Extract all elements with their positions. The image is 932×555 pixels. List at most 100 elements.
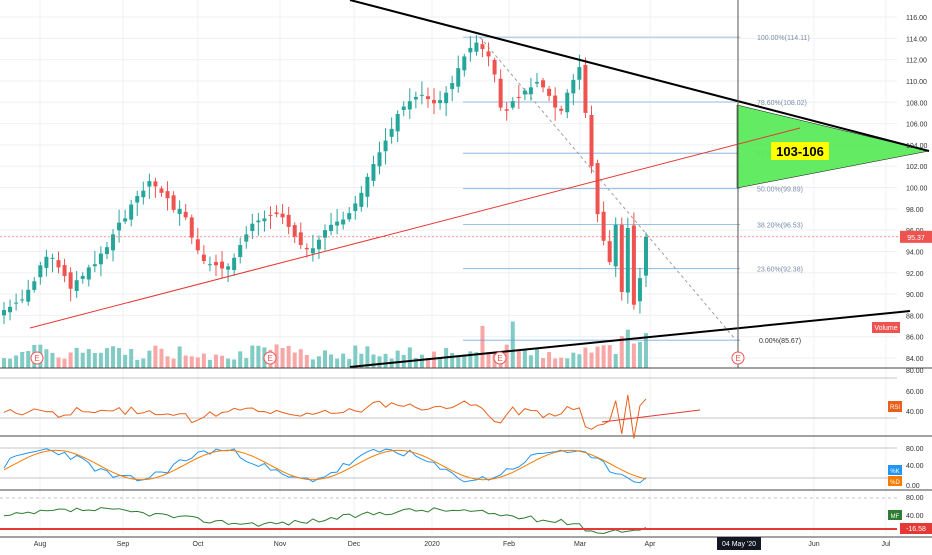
candle-body <box>389 128 394 137</box>
volume-bar <box>159 348 164 368</box>
candle-body <box>323 230 327 238</box>
volume-bar <box>619 336 624 368</box>
volume-bar <box>395 350 400 368</box>
volume-bar <box>274 344 279 368</box>
volume-bar <box>583 347 588 368</box>
volume-bar <box>123 354 128 368</box>
volume-bar <box>468 351 473 368</box>
cursor-date-label: 04 May '20 <box>722 541 756 548</box>
candle-body <box>559 108 564 111</box>
volume-bar <box>195 357 200 368</box>
rsi-label: RSI <box>890 405 900 411</box>
candle-body <box>220 261 225 269</box>
volume-bar <box>383 353 388 368</box>
lower-triangle-line <box>349 310 911 368</box>
volume-bar <box>286 345 291 368</box>
candle-body <box>14 302 19 304</box>
candle-body <box>177 208 182 214</box>
volume-bar <box>377 356 382 368</box>
candle-body <box>117 222 122 231</box>
candle-body <box>141 190 146 198</box>
rsi-axis-tick: 60.00 <box>906 389 924 396</box>
volume-bar <box>135 359 140 368</box>
candle-body <box>480 44 485 49</box>
price-axis-tick: 114.00 <box>906 36 927 43</box>
volume-bar <box>522 350 527 368</box>
volume-label: Volume <box>874 325 897 332</box>
volume-bar <box>244 358 249 368</box>
volume-bar <box>329 354 334 368</box>
candle-body <box>335 221 340 226</box>
candle-body <box>298 232 303 246</box>
volume-bar <box>292 352 297 368</box>
candle-body <box>250 223 255 231</box>
candle-body <box>413 96 418 100</box>
volume-bar <box>56 357 61 368</box>
candle-body <box>383 140 388 152</box>
volume-bar <box>183 355 188 368</box>
candle-body <box>407 101 412 110</box>
volume-bar <box>637 341 642 368</box>
price-axis-tick: 86.00 <box>906 335 924 342</box>
volume-bar <box>607 345 612 368</box>
candle-body <box>359 192 364 207</box>
candle-body <box>613 224 618 267</box>
volume-bar <box>631 343 636 368</box>
candle-body <box>504 109 509 111</box>
volume-bar <box>220 355 225 368</box>
candle-body <box>522 90 527 95</box>
stoch-axis-tick: 40.00 <box>906 463 924 470</box>
candle-body <box>280 213 285 218</box>
volume-bar <box>323 350 327 368</box>
candle-body <box>619 224 624 292</box>
volume-bar <box>413 357 418 368</box>
candle-body <box>207 264 212 266</box>
candle-body <box>631 225 636 305</box>
volume-bar <box>44 349 49 368</box>
volume-bar <box>425 358 430 368</box>
volume-bar <box>371 354 376 368</box>
volume-bar <box>298 349 303 368</box>
volume-bar <box>201 353 206 368</box>
candle-body <box>304 247 309 250</box>
time-axis-label: Aug <box>34 541 47 548</box>
volume-bar <box>353 345 358 368</box>
volume-bar <box>456 356 461 368</box>
fib-trend-line <box>479 36 737 341</box>
volume-bar <box>589 352 594 368</box>
candle-body <box>589 114 594 167</box>
candle-body <box>135 196 140 203</box>
candle-body <box>171 195 176 210</box>
stoch-axis-tick: 0.00 <box>906 483 920 490</box>
candle-body <box>286 214 291 227</box>
candle-body <box>553 95 558 108</box>
time-axis-label: Mar <box>574 541 587 548</box>
volume-bar <box>165 356 170 368</box>
volume-bar <box>486 352 491 368</box>
volume-bar <box>528 355 533 368</box>
volume-bar <box>74 347 79 368</box>
volume-bar <box>432 351 437 368</box>
candle-body <box>601 211 606 241</box>
candle-body <box>195 239 200 251</box>
volume-bar <box>341 353 346 368</box>
fib-level-label: 50.00%(99.89) <box>757 187 803 194</box>
volume-bar <box>62 358 67 368</box>
candle-body <box>625 227 630 293</box>
volume-bar <box>250 345 255 368</box>
earnings-marker-label: E <box>34 354 39 363</box>
price-axis-tick: 88.00 <box>906 313 924 320</box>
candle-body <box>2 310 6 316</box>
volume-bar <box>111 346 116 368</box>
candle-body <box>129 204 134 220</box>
volume-bar <box>20 352 25 368</box>
time-axis-label: Dec <box>348 541 361 548</box>
volume-bar <box>153 345 158 368</box>
volume-bar <box>365 346 370 368</box>
earnings-marker-label: E <box>267 354 272 363</box>
volume-bar <box>68 352 73 368</box>
candle-body <box>8 306 13 313</box>
earnings-marker <box>30 351 44 365</box>
